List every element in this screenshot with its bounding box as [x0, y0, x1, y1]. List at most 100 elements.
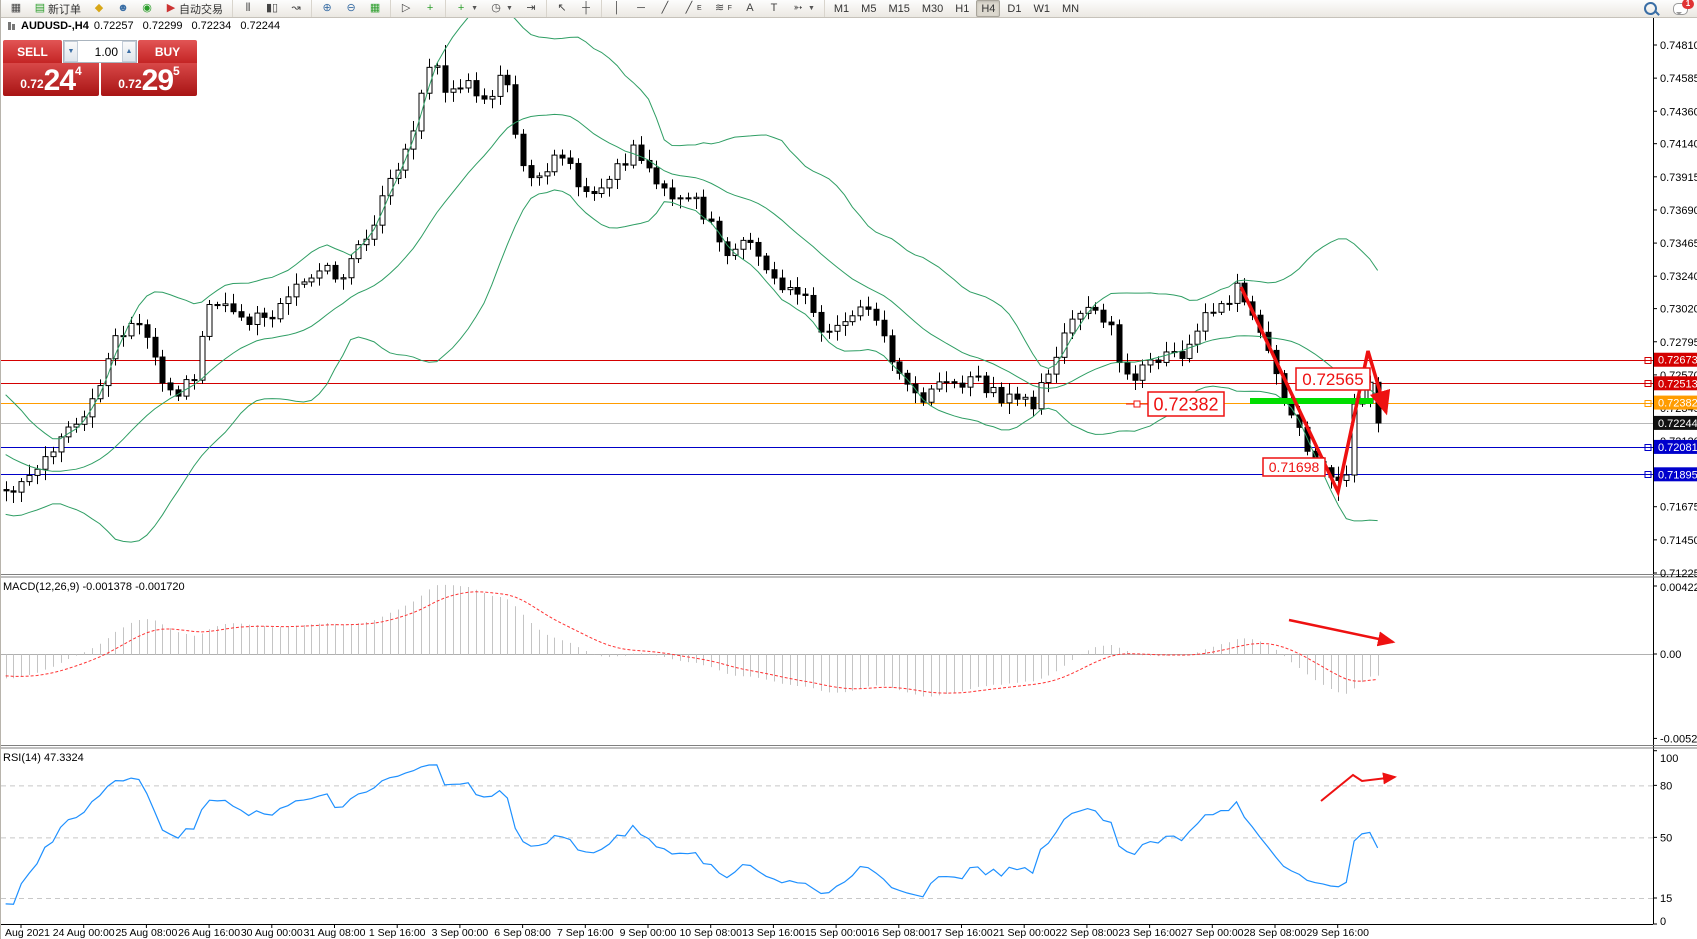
sell-button[interactable]: SELL [3, 40, 62, 63]
svg-text:0.72081: 0.72081 [1658, 442, 1697, 454]
channel-tool-button[interactable]: ╱ E [678, 0, 707, 17]
buy-button[interactable]: BUY [138, 40, 197, 63]
candlestick-chart-button[interactable]: ▮▯ [261, 0, 283, 17]
svg-text:0.74585: 0.74585 [1660, 73, 1697, 85]
volume-increase[interactable]: ▲ [122, 41, 136, 62]
candle-chart-icon: ▮▯ [266, 2, 279, 14]
add-object-button[interactable]: + ▼ [450, 0, 483, 17]
price-axis-badges: 0.72673 0.72513 0.72382 0.72244 0.72081 0.718… [1654, 352, 1697, 482]
price-label-box[interactable]: 0.71698 [1262, 457, 1326, 477]
candle-body [128, 322, 135, 337]
main-toolbar: ▦ ▤ 新订单 ◆ ☻ ◉ ▶ 自动交易 ⫴ ▮▯ ↝ ⊕ ⊖ ▦ ▷ + + ▼ ◷ ▼ ⇥ ↖ ┼ │ ─ ╱ ╱ E ≋ F A T ➳ ▼… [1, 0, 1697, 18]
candle-body [779, 277, 786, 291]
toolbar-group-zoom: ⊕ ⊖ ▦ [312, 0, 392, 17]
autotrading-label: 自动交易 [179, 3, 223, 16]
hline-anchor[interactable] [1644, 471, 1652, 478]
candle-body [238, 311, 245, 318]
search-icon[interactable] [1644, 2, 1657, 15]
candle-body [191, 379, 198, 382]
hline-anchor[interactable] [1644, 357, 1652, 364]
timeframe-m30[interactable]: M30 [921, 2, 944, 15]
candle-body [1030, 396, 1037, 410]
hline-anchor[interactable] [1644, 400, 1652, 407]
clock-icon: ◷ [491, 2, 501, 14]
volume-stepper[interactable]: ▼ 1.00 ▲ [63, 40, 137, 63]
indicators-button[interactable]: ▷ [395, 0, 417, 17]
horizontal-line-tool-button[interactable]: ─ [630, 0, 652, 17]
autotrading-button[interactable]: ▶ 自动交易 [160, 0, 228, 17]
rsi-line [5, 764, 1379, 905]
timeframe-h1[interactable]: H1 [955, 2, 970, 15]
svg-text:27 Sep 00:00: 27 Sep 00:00 [1181, 927, 1244, 939]
sell-price[interactable]: 0.72 24 4 [3, 63, 99, 121]
arrows-tool-button[interactable]: ➳ ▼ [787, 0, 820, 17]
candle-body [1108, 321, 1115, 326]
candle-body [465, 80, 472, 89]
timeframe-m15[interactable]: M15 [888, 2, 910, 15]
period-clock-button[interactable]: ◷ ▼ [485, 0, 518, 17]
panel-collapse-icon[interactable] [5, 117, 13, 125]
price-label-box[interactable]: 0.72382 [1126, 391, 1225, 417]
cursor-tool-button[interactable]: ↖ [551, 0, 573, 17]
candle-body [583, 186, 590, 192]
chat-icon[interactable]: 1 [1673, 0, 1694, 15]
candle-body [959, 382, 966, 388]
volume-input[interactable]: 1.00 [94, 44, 118, 59]
zoom-in-button[interactable]: ⊕ [316, 0, 338, 17]
toolbar-group-cursor: ↖ ┼ [547, 0, 602, 17]
styler-button[interactable]: ◆ [88, 0, 110, 17]
candle-body [693, 196, 700, 200]
candle-body [1022, 396, 1029, 400]
rsi-trend-arrow[interactable] [1320, 772, 1397, 802]
tile-windows-button[interactable]: ▦ [364, 0, 386, 17]
candle-body [58, 436, 65, 453]
svg-text:30 Aug 00:00: 30 Aug 00:00 [241, 927, 303, 939]
new-order-button[interactable]: ▤ 新订单 [29, 0, 86, 17]
timeframe-group: M1 M5 M15 M30 H1 H4 D1 W1 MN [825, 0, 1088, 17]
chart-shift-button[interactable]: ⇥ [520, 0, 542, 17]
bar-chart-button[interactable]: ⫴ [237, 0, 259, 17]
indicator-add-button[interactable]: + [419, 0, 441, 17]
candle-body [685, 197, 692, 200]
hline-anchor[interactable] [1644, 444, 1652, 451]
candle-body [1092, 306, 1099, 311]
timeframe-h4[interactable]: H4 [976, 0, 1001, 17]
macd-label: MACD(12,26,9) -0.001378 -0.001720 [3, 581, 185, 593]
timeframe-m1[interactable]: M1 [833, 2, 850, 15]
candle-body [261, 312, 268, 318]
candle-body [528, 165, 535, 179]
volume-decrease[interactable]: ▼ [64, 41, 78, 62]
candle-body [967, 376, 974, 388]
buy-price[interactable]: 0.72 29 5 [101, 63, 197, 96]
zoom-in-icon: ⊕ [322, 2, 332, 14]
fibonacci-tool-button[interactable]: ≋ F [715, 2, 732, 14]
trendline-tool-button[interactable]: ╱ [654, 0, 676, 17]
one-click-trading-panel: SELL ▼ 1.00 ▲ BUY 0.72 24 4 0.72 29 5 [3, 40, 197, 121]
candle-body [18, 481, 25, 493]
svg-text:23 Sep 16:00: 23 Sep 16:00 [1118, 927, 1181, 939]
price-trend-arrow[interactable] [1239, 286, 1391, 498]
svg-text:0.00: 0.00 [1660, 649, 1681, 661]
price-label-box[interactable]: 0.72565 [1295, 367, 1371, 391]
candle-body [277, 303, 284, 320]
vertical-line-tool-button[interactable]: │ [606, 0, 628, 17]
label-tool-button[interactable]: T [763, 0, 785, 17]
svg-text:15 Sep 00:00: 15 Sep 00:00 [805, 927, 868, 939]
timeframe-m5[interactable]: M5 [861, 2, 877, 15]
timeframe-w1[interactable]: W1 [1033, 2, 1050, 15]
candle-body [771, 269, 778, 279]
crosshair-tool-button[interactable]: ┼ [575, 0, 597, 17]
news-button[interactable]: ◉ [136, 0, 158, 17]
macd-trend-arrow[interactable] [1288, 618, 1396, 647]
timeframe-d1[interactable]: D1 [1007, 2, 1022, 15]
timeframe-mn[interactable]: MN [1061, 2, 1080, 15]
text-a-icon: A [746, 2, 754, 14]
svg-text:21 Sep 00:00: 21 Sep 00:00 [993, 927, 1056, 939]
line-chart-button[interactable]: ↝ [285, 0, 307, 17]
text-tool-button[interactable]: A [739, 0, 761, 17]
hline-anchor[interactable] [1644, 380, 1652, 387]
zoom-out-button[interactable]: ⊖ [340, 0, 362, 17]
new-chart-button[interactable]: ▦ [5, 0, 27, 17]
profiles-button[interactable]: ☻ [112, 0, 134, 17]
